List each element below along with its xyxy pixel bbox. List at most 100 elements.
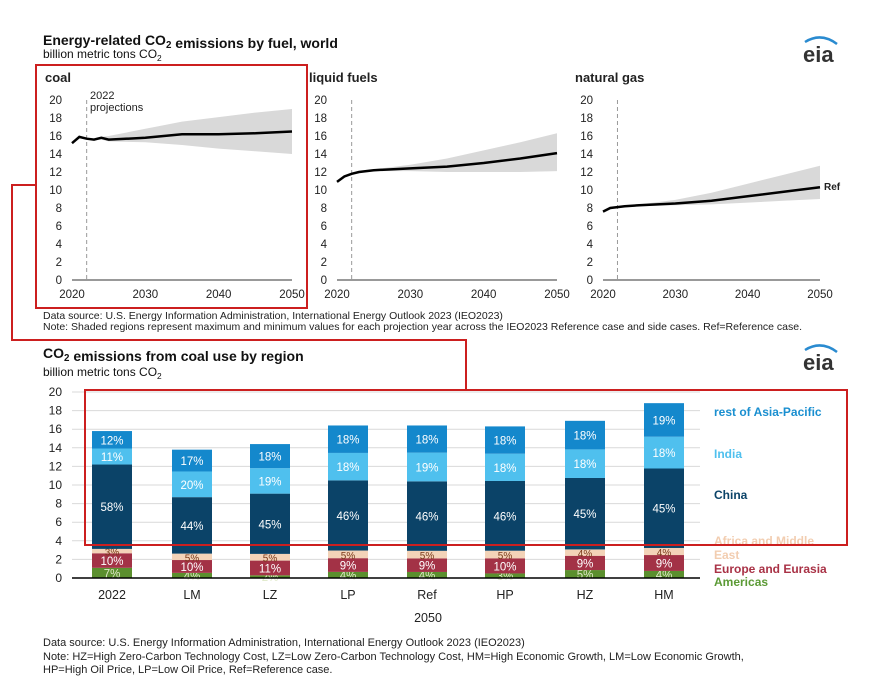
y-tick-label: 8 (587, 203, 593, 215)
x-tick-label: 2030 (398, 289, 424, 301)
top-chart-subtitle: billion metric tons CO2 (43, 47, 162, 63)
bar-segment-label: 5% (185, 553, 200, 564)
x-tick-label: 2050 (279, 289, 305, 301)
y-tick-label: 4 (587, 239, 594, 251)
category-label: 2022 (98, 588, 126, 602)
bar-segment-india (172, 471, 212, 498)
y-tick-label: 18 (314, 113, 327, 125)
bar-segment-label: 18% (493, 436, 516, 448)
bar-segment-label: 45% (652, 504, 675, 516)
bar-segment-label: 5% (577, 570, 594, 582)
top-chart-title: Energy-related CO2 emissions by fuel, wo… (43, 32, 338, 51)
panel-title-1: liquid fuels (309, 70, 378, 85)
bar-segment-label: 11% (259, 563, 281, 575)
y-tick-label: 2 (587, 257, 593, 269)
bottom-chart-title: CO2 emissions from coal use by region (43, 345, 304, 364)
x-tick-label: 2020 (324, 289, 350, 301)
bar-segment-china (328, 480, 368, 551)
bar-segment-americas (92, 567, 132, 578)
bar-segment-china (92, 464, 132, 549)
panel-title-2: natural gas (575, 70, 644, 85)
y-tick-label: 2 (321, 257, 327, 269)
x-tick-label: 2020 (590, 289, 616, 301)
legend-china: China (714, 488, 748, 502)
bar-segment-americas (172, 572, 212, 578)
bar-segment-europe-and-eurasia (485, 558, 525, 574)
eia-logo-bottom: eia (803, 350, 834, 375)
y-tick-label: 10 (49, 478, 63, 492)
bar-segment-label: 5% (498, 551, 513, 562)
top-data-source: Data source: U.S. Energy Information Adm… (43, 310, 503, 322)
y-tick-label: 20 (49, 95, 62, 107)
bottom-note-line2: HP=High Oil Price, LP=Low Oil Price, Ref… (43, 664, 333, 676)
range-band (72, 109, 292, 154)
bar-segment-label: 5% (263, 554, 278, 565)
x-tick-label: 2050 (807, 289, 833, 301)
bar-segment-americas (328, 571, 368, 578)
bottom-data-source: Data source: U.S. Energy Information Adm… (43, 637, 525, 649)
bar-segment-label: 10% (493, 561, 516, 573)
bar-segment-rest-of-asia-pacific (485, 426, 525, 454)
panel-title-0: coal (45, 70, 71, 85)
bar-segment-label: 46% (336, 511, 359, 523)
range-band (603, 165, 820, 212)
y-tick-label: 6 (587, 221, 593, 233)
bar-segment-label: 18% (573, 431, 596, 443)
reference-line (71, 130, 293, 145)
bar-segment-label: 19% (652, 415, 675, 427)
bar-segment-americas (485, 573, 525, 578)
bar-segment-africa-and-middle-east (565, 549, 605, 556)
bar-segment-label: 10% (100, 556, 123, 568)
projection-label: projections (90, 102, 144, 114)
category-label: LM (183, 588, 200, 602)
bar-segment-label: 4% (657, 548, 672, 559)
bar-segment-rest-of-asia-pacific (328, 425, 368, 453)
bar-segment-label: 9% (419, 561, 436, 573)
bar-segment-label: 18% (415, 435, 438, 447)
highlight-connector (11, 184, 467, 390)
bar-segment-label: 5% (420, 551, 435, 562)
bar-segment-india (328, 452, 368, 481)
bar-segment-africa-and-middle-east (92, 548, 132, 554)
bar-segment-africa-and-middle-east (644, 547, 684, 556)
bar-segment-china (485, 480, 525, 551)
bar-segment-africa-and-middle-east (485, 550, 525, 559)
y-tick-label: 20 (580, 95, 593, 107)
bar-segment-africa-and-middle-east (250, 553, 290, 561)
legend-americas: Americas (714, 575, 768, 589)
bar-segment-rest-of-asia-pacific (172, 449, 212, 472)
bar-segment-china (407, 481, 447, 551)
bar-segment-label: 19% (415, 463, 438, 475)
bar-segment-india (644, 436, 684, 469)
bar-segment-europe-and-eurasia (644, 555, 684, 571)
bar-segment-label: 18% (652, 448, 675, 460)
bar-segment-rest-of-asia-pacific (250, 444, 290, 469)
bar-segment-label: 11% (101, 452, 123, 464)
legend-africa-middle-east-2: East (714, 548, 739, 562)
y-tick-label: 16 (580, 131, 593, 143)
x-tick-label: 2030 (663, 289, 689, 301)
bar-segment-rest-of-asia-pacific (92, 431, 132, 449)
ref-label: Ref (824, 182, 841, 193)
bar-segment-africa-and-middle-east (407, 550, 447, 559)
y-tick-label: 8 (56, 203, 62, 215)
bar-segment-rest-of-asia-pacific (644, 403, 684, 437)
category-label: LP (340, 588, 355, 602)
bottom-chart-subtitle: billion metric tons CO2 (43, 365, 162, 381)
bar-segment-label: 44% (180, 521, 203, 533)
bar-segment-china (565, 477, 605, 550)
bar-segment-label: 5% (341, 551, 356, 562)
bar-segment-rest-of-asia-pacific (407, 425, 447, 453)
y-tick-label: 18 (580, 113, 593, 125)
eia-logo-arc (804, 36, 838, 46)
y-tick-label: 4 (55, 534, 62, 548)
y-tick-label: 10 (49, 185, 62, 197)
y-tick-label: 14 (49, 441, 63, 455)
bar-segment-india (250, 468, 290, 494)
bar-segment-label: 4% (578, 549, 593, 560)
bar-segment-label: 3% (497, 571, 514, 583)
reference-line (336, 151, 558, 183)
category-label: HM (654, 588, 673, 602)
y-tick-label: 8 (55, 497, 62, 511)
